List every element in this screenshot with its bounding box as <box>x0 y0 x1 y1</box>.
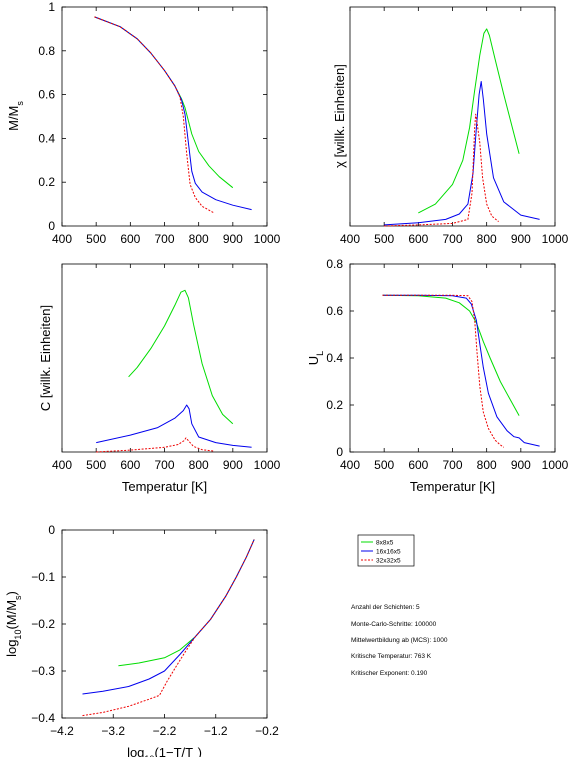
y-tick-label: 0.2 <box>38 175 55 189</box>
x-tick-label: −2.2 <box>153 724 177 738</box>
x-tick-label: −4.2 <box>50 724 74 738</box>
plot-frame <box>61 529 268 719</box>
x-axis-label: Temperatur [K] <box>122 479 207 494</box>
legend-label-8x8x5: 8x8x5 <box>376 540 394 547</box>
x-tick-label: 400 <box>52 232 72 246</box>
x-tick-label: 400 <box>340 458 360 472</box>
x-tick-label: 500 <box>374 232 394 246</box>
series-line-16x16x5 <box>82 539 255 695</box>
y-tick-label: −0.1 <box>31 570 55 584</box>
plot-frame <box>349 6 556 227</box>
info-layers: Anzahl der Schichten: 5 <box>351 604 420 611</box>
y-axis-label: χ [willk. Einheiten] <box>332 64 347 168</box>
y-axis-label: C [willk. Einheiten] <box>38 305 53 411</box>
series-line-16x16x5 <box>94 16 252 211</box>
x-tick-label: 500 <box>374 458 394 472</box>
series-line-32x32x5 <box>94 16 215 214</box>
y-tick-label: 0.8 <box>326 257 343 271</box>
y-tick-label: 0 <box>48 219 55 233</box>
series-line-32x32x5 <box>82 539 255 717</box>
legend: 8x8x5 16x16x5 32x32x5 <box>357 534 415 567</box>
x-tick-label: −0.2 <box>255 724 279 738</box>
series-line-16x16x5 <box>384 81 540 226</box>
x-tick-label: 800 <box>477 458 497 472</box>
plot-frame <box>349 263 556 453</box>
x-tick-label: 800 <box>477 232 497 246</box>
y-tick-label: 0 <box>336 445 343 459</box>
y-tick-label: −0.3 <box>31 664 55 678</box>
x-tick-label: 800 <box>189 232 209 246</box>
x-tick-label: 1000 <box>542 458 568 472</box>
info-critical-exponent: Kritischer Exponent: 0.190 <box>351 670 428 677</box>
x-tick-label: 900 <box>511 232 531 246</box>
plot-frame <box>61 6 268 227</box>
y-axis-label: log10(M/Ms) <box>4 591 23 657</box>
x-tick-label: 800 <box>189 458 209 472</box>
x-tick-label: −3.2 <box>101 724 125 738</box>
y-axis-label: M/Ms <box>6 101 25 131</box>
x-tick-label: 600 <box>408 232 428 246</box>
x-tick-label: 600 <box>408 458 428 472</box>
y-tick-label: 0.8 <box>38 44 55 58</box>
y-tick-label: 0.2 <box>326 398 343 412</box>
x-tick-label: −1.2 <box>204 724 228 738</box>
x-tick-label: 700 <box>154 232 174 246</box>
y-tick-label: 1 <box>48 0 55 14</box>
info-critical-temperature: Kritische Temperatur: 763 K <box>351 653 432 660</box>
series-line-32x32x5 <box>384 113 499 227</box>
simulation-info: Anzahl der Schichten: 5 Monte-Carlo-Schr… <box>351 604 448 677</box>
chart-specific-heat: 400 500 600 700 800 900 1000 Temperatur [K] C [w… <box>38 263 281 494</box>
series-line-8x8x5 <box>418 28 520 214</box>
x-tick-label: 500 <box>86 458 106 472</box>
x-tick-label: 1000 <box>542 232 568 246</box>
x-axis-label: log10(1−T/Tc) <box>127 745 202 757</box>
info-averaging-start: Mittelwertbildung ab (MCS): 1000 <box>351 637 448 644</box>
x-tick-label: 600 <box>120 458 140 472</box>
chart-susceptibility: 400 500 600 700 800 900 1000 χ [willk. Einheite… <box>332 6 568 246</box>
x-tick-label: 400 <box>52 458 72 472</box>
y-tick-label: 0.6 <box>38 88 55 102</box>
x-tick-label: 700 <box>154 458 174 472</box>
x-tick-label: 900 <box>223 458 243 472</box>
y-axis-label: UL <box>306 351 325 365</box>
legend-label-16x16x5: 16x16x5 <box>376 549 401 556</box>
y-tick-label: 0.4 <box>38 131 55 145</box>
series-line-8x8x5 <box>382 294 520 416</box>
x-tick-label: 700 <box>442 458 462 472</box>
chart-loglog: −4.2 −3.2 −2.2 −1.2 −0.2 −0.4 −0.3 −0.2 −0.1 0 log… <box>4 523 279 757</box>
chart-magnetization: 400 500 600 700 800 900 1000 0 0.2 0.4 0.6 0.8 1 M/Ms <box>6 0 281 246</box>
y-tick-label: 0.6 <box>326 304 343 318</box>
series-line-32x32x5 <box>382 294 505 448</box>
series-line-8x8x5 <box>94 16 234 189</box>
series-line-16x16x5 <box>382 294 540 447</box>
chart-binder-cumulant: 400 500 600 700 800 900 1000 0 0.2 0.4 0.6 0.8 Tempe… <box>306 257 568 494</box>
x-tick-label: 500 <box>86 232 106 246</box>
y-tick-label: 0 <box>48 523 55 537</box>
series-line-16x16x5 <box>96 404 252 448</box>
x-tick-label: 900 <box>511 458 531 472</box>
y-tick-label: −0.4 <box>31 711 55 725</box>
series-line-32x32x5 <box>96 437 215 453</box>
x-axis-label: Temperatur [K] <box>410 479 495 494</box>
series-line-8x8x5 <box>128 289 234 425</box>
x-tick-label: 900 <box>223 232 243 246</box>
y-tick-label: 0.4 <box>326 351 343 365</box>
x-tick-label: 400 <box>340 232 360 246</box>
y-tick-label: −0.2 <box>31 617 55 631</box>
legend-label-32x32x5: 32x32x5 <box>376 558 401 565</box>
info-mc-steps: Monte-Carlo-Schritte: 100000 <box>351 621 437 628</box>
x-tick-label: 1000 <box>254 232 281 246</box>
x-tick-label: 1000 <box>254 458 281 472</box>
x-tick-label: 600 <box>120 232 140 246</box>
x-tick-label: 700 <box>442 232 462 246</box>
